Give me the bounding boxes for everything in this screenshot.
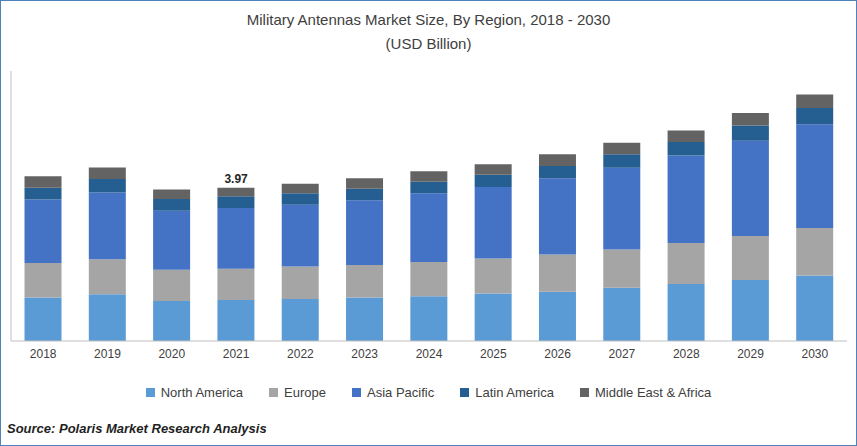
- html-text:Latin America: Latin America: [475, 385, 554, 400]
- svg-text:2018: 2018: [30, 347, 57, 361]
- svg-text:2025: 2025: [480, 347, 507, 361]
- html-text:Middle East & Africa: Middle East & Africa: [595, 385, 712, 400]
- svg-text:2026: 2026: [544, 347, 571, 361]
- html-text:North America: North America: [160, 385, 244, 400]
- svg-text:2022: 2022: [287, 347, 314, 361]
- html-text:(USD Billion): (USD Billion): [385, 35, 472, 52]
- html-text:Europe: Europe: [284, 385, 326, 400]
- svg-text:2028: 2028: [673, 347, 700, 361]
- svg-text:2020: 2020: [158, 347, 185, 361]
- svg-text:2024: 2024: [416, 347, 443, 361]
- svg-text:2023: 2023: [351, 347, 378, 361]
- svg-text:2019: 2019: [94, 347, 121, 361]
- svg-text:2021: 2021: [223, 347, 250, 361]
- svg-text:2030: 2030: [801, 347, 828, 361]
- svg-text:2029: 2029: [737, 347, 764, 361]
- svg-text:2027: 2027: [609, 347, 636, 361]
- html-text:Military Antennas Market Size,: Military Antennas Market Size, By Region…: [246, 11, 611, 28]
- html-text:Source: Polaris Market Researc: Source: Polaris Market Research Analysis: [7, 421, 267, 436]
- html-text:Asia Pacific: Asia Pacific: [367, 385, 435, 400]
- svg-text:3.97: 3.97: [224, 172, 248, 186]
